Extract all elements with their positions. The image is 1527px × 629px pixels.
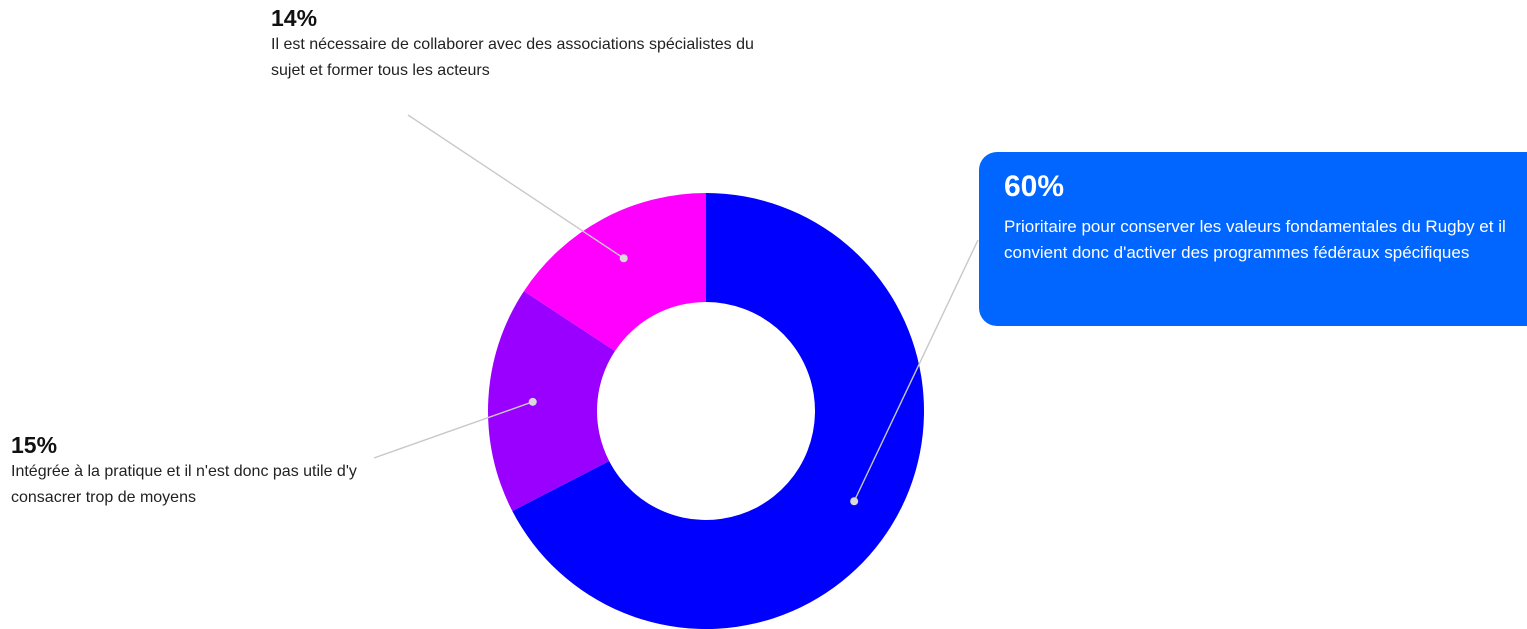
leader-line-collaborer bbox=[407, 114, 625, 259]
slice-description-collaborer: Il est nécessaire de collaborer avec des… bbox=[271, 36, 754, 79]
donut-slice-collaborer bbox=[523, 193, 706, 352]
leader-line-prioritaire bbox=[853, 239, 979, 502]
leader-dot-prioritaire bbox=[850, 497, 859, 506]
slice-description-prioritaire: Prioritaire pour conserver les valeurs f… bbox=[1004, 217, 1506, 262]
donut-slice-integree bbox=[488, 291, 615, 511]
leader-line-integree bbox=[373, 401, 533, 459]
slice-label-integree: 15% Intégrée à la pratique et il n'est d… bbox=[11, 431, 431, 511]
slice-percent-prioritaire: 60% bbox=[1004, 170, 1065, 203]
slice-label-collaborer: 14% Il est nécessaire de collaborer avec… bbox=[271, 4, 791, 84]
slice-percent-collaborer: 14% bbox=[271, 5, 318, 31]
slice-callout-prioritaire: 60% Prioritaire pour conserver les valeu… bbox=[979, 152, 1527, 326]
donut-slice-prioritaire bbox=[512, 193, 925, 629]
donut-slices bbox=[488, 193, 925, 629]
slice-description-integree: Intégrée à la pratique et il n'est donc … bbox=[11, 463, 357, 506]
slice-percent-integree: 15% bbox=[11, 432, 58, 458]
leader-dot-collaborer bbox=[619, 254, 628, 263]
leader-dot-integree bbox=[528, 397, 537, 406]
leader-lines bbox=[373, 114, 979, 506]
